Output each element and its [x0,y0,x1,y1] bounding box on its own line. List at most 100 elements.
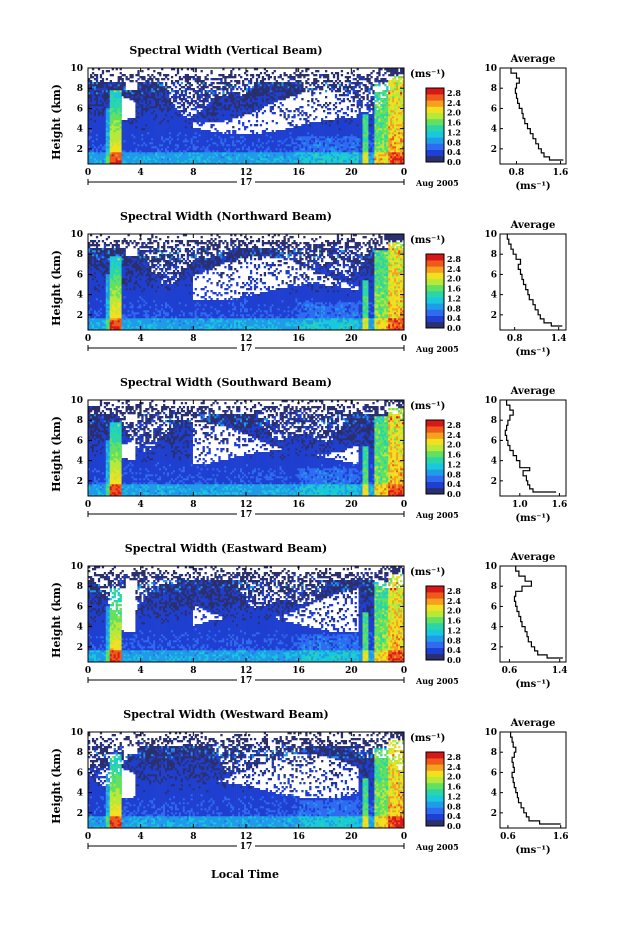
heatmap-cell [273,82,276,85]
heatmap-cell [125,144,128,147]
heatmap-cell [303,158,306,161]
heatmap-cell [364,112,367,115]
heatmap-cell [360,132,363,135]
heatmap-cell [344,80,348,83]
heatmap-cell [277,90,280,93]
heatmap-cell [232,162,235,164]
heatmap-cell [271,96,274,99]
heatmap-cell [249,152,253,155]
heatmap-cell [297,114,300,117]
heatmap-cell [240,106,243,109]
heatmap-cell [180,124,184,127]
heatmap-cell [328,138,332,141]
heatmap-cell [279,144,282,147]
heatmap-cell [127,140,130,143]
heatmap-cell [204,76,207,79]
heatmap-cell [95,88,99,91]
heatmap-cell [97,86,101,89]
heatmap-cell [196,134,199,137]
heatmap-cell [279,86,282,89]
heatmap-cell [305,132,308,135]
heatmap-cell [119,68,122,71]
heatmap-cell [109,108,112,111]
heatmap-cell [346,148,349,151]
heatmap-cell [147,126,150,129]
heatmap-cell [145,86,148,89]
heatmap-cell [210,70,213,73]
heatmap-cell [323,148,326,151]
heatmap-cell [360,120,363,123]
heatmap-cell [204,120,207,123]
heatmap-cell [168,116,172,119]
heatmap-cell [323,154,326,157]
heatmap-cell [360,158,363,161]
heatmap-cell [301,154,304,157]
heatmap-cell [103,156,107,159]
heatmap-cell [101,102,105,105]
heatmap-cell [159,74,162,77]
heatmap-cell [358,138,361,141]
heatmap-cell [325,70,328,73]
heatmap-cell [178,128,182,131]
heatmap-cell [220,146,223,149]
heatmap-cell [228,116,231,119]
heatmap-cell [334,84,338,87]
heatmap-cell [196,82,199,85]
heatmap-cell [273,134,276,137]
heatmap-cell [344,118,348,121]
heatmap-cell [255,108,259,111]
heatmap-cell [184,146,188,149]
heatmap-cell [147,98,150,101]
heatmap-cell [297,140,300,143]
heatmap-cell [198,84,201,87]
heatmap-cell [105,102,109,105]
heatmap-cell [212,158,215,161]
heatmap-cell [172,114,176,117]
heatmap-cell [226,158,229,161]
heatmap-cell [232,100,235,103]
heatmap-cell [279,110,282,113]
heatmap-cell [275,94,278,97]
heatmap-cell [232,92,235,95]
heatmap-cell [204,114,207,117]
heatmap-cell [348,80,351,83]
heatmap-cell [190,130,193,133]
heatmap-cell [309,132,312,135]
heatmap-cell [259,156,263,159]
heatmap-cell [362,122,365,125]
heatmap-cell [159,116,162,119]
heatmap-cell [350,132,353,135]
heatmap-cell [206,78,209,81]
heatmap-cell [273,154,276,157]
heatmap-cell [157,158,160,161]
heatmap-cell [321,142,324,145]
heatmap-cell [161,110,164,113]
heatmap-cell [323,160,326,163]
heatmap-cell [323,104,326,107]
heatmap-cell [234,94,237,97]
heatmap-cell [167,90,170,93]
heatmap-cell [301,158,304,161]
heatmap-cell [127,138,130,141]
heatmap-cell [236,110,239,113]
heatmap-cell [279,134,282,137]
heatmap-cell [212,118,215,121]
heatmap-cell [255,148,259,151]
heatmap-cell [113,146,116,149]
heatmap-cell [338,142,342,145]
heatmap-cell [145,104,148,107]
heatmap-cell [172,122,176,125]
heatmap-cell [117,110,120,113]
heatmap-cell [326,152,330,155]
heatmap-cell [253,92,257,95]
heatmap-cell [204,150,207,153]
heatmap-cell [334,80,338,83]
heatmap-cell [167,124,170,127]
heatmap-cell [141,154,144,157]
heatmap-cell [196,138,199,141]
heatmap-cell [115,146,118,149]
heatmap-cell [323,110,326,113]
heatmap-cell [139,138,142,141]
heatmap-cell [168,150,172,153]
heatmap-cell [210,110,213,113]
